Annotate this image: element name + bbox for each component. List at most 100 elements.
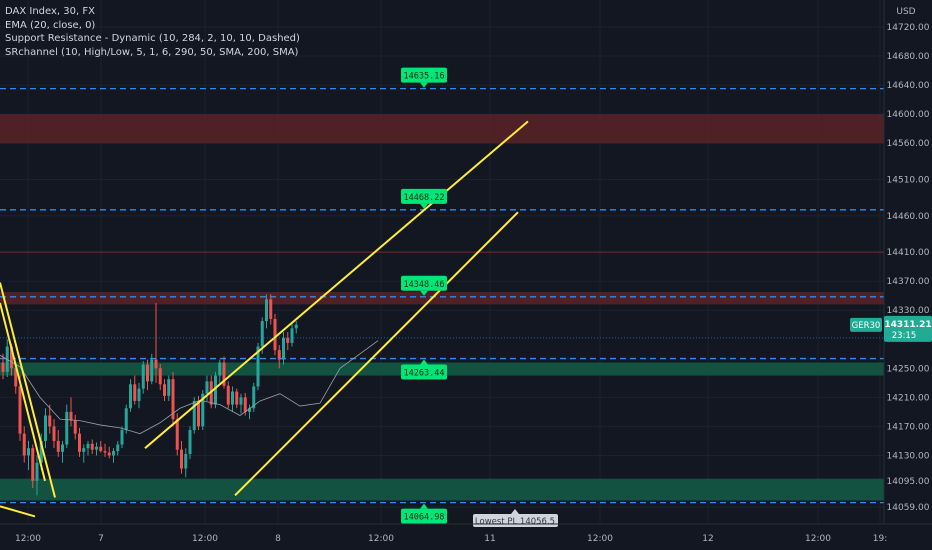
- lowest-pl-label: Lowest PL 14056.5: [475, 517, 555, 527]
- price-tick-label: 14680.00: [887, 52, 930, 62]
- candle-body: [180, 449, 183, 469]
- candle-body: [294, 324, 298, 329]
- ema-path: [0, 340, 379, 435]
- resistance-zone: [0, 114, 884, 144]
- candle-body: [82, 448, 86, 452]
- candle-body: [239, 397, 243, 405]
- level-tag: 14263.44: [401, 359, 447, 380]
- candle-body: [95, 446, 98, 450]
- price-tick-label: 14130.00: [887, 451, 930, 461]
- candle-body: [222, 362, 226, 386]
- candle-body: [44, 415, 47, 441]
- level-tag: 14635.16: [401, 67, 447, 88]
- candle-body: [282, 337, 285, 360]
- level-tag-pointer: [420, 359, 428, 365]
- candle-body: [90, 443, 94, 450]
- candle-body: [243, 397, 247, 412]
- level-tag-pointer: [420, 290, 428, 296]
- candle-body: [120, 430, 124, 445]
- level-tag-box: [401, 364, 447, 380]
- candle-body: [73, 420, 77, 434]
- candle-body: [277, 350, 281, 360]
- candle-body: [146, 364, 149, 382]
- level-tag-box: [401, 67, 447, 83]
- level-tag: 14348.46: [401, 275, 447, 296]
- time-tick-label: 11: [484, 534, 495, 544]
- candle-body: [192, 400, 196, 431]
- price-tick-label: 14330.00: [887, 306, 930, 316]
- trend-line[interactable]: [234, 211, 519, 497]
- countdown-label: 23:15: [892, 331, 917, 341]
- candle-body: [141, 364, 145, 389]
- price-axis[interactable]: USD 14720.00 14680.00 14640.00 14600.00 14560…: [883, 0, 932, 550]
- level-tag-label: 14263.44: [404, 369, 445, 379]
- trend-line[interactable]: [144, 120, 529, 449]
- price-tick-label: 14059.00: [887, 503, 930, 513]
- candle-body: [116, 444, 120, 452]
- price-tick-label: 14210.00: [887, 393, 930, 403]
- candle-body: [78, 433, 81, 452]
- candle-body: [137, 388, 141, 401]
- level-tag-box: [401, 275, 447, 291]
- candle-body: [18, 386, 22, 434]
- sr-zones: [0, 114, 884, 501]
- legend-srchannel[interactable]: SRchannel (10, High/Low, 5, 1, 6, 290, 5…: [5, 46, 299, 58]
- candle-body: [209, 381, 213, 405]
- price-tick-label: 14560.00: [887, 139, 930, 149]
- candle-body: [129, 384, 132, 409]
- candle-body: [184, 453, 188, 469]
- candle-body: [218, 362, 222, 376]
- symbol-badge: [850, 317, 882, 332]
- candle-body: [167, 379, 171, 396]
- price-tick-label: 14510.00: [887, 175, 930, 185]
- candle-body: [52, 426, 56, 441]
- candle-body: [226, 385, 230, 405]
- candle-body: [214, 375, 217, 405]
- price-tick-label: 14170.00: [887, 422, 930, 432]
- current-price-label: 14311.21: [884, 320, 931, 330]
- time-tick-label: 12:00: [587, 534, 613, 544]
- channel-lines[interactable]: [0, 120, 529, 518]
- level-tag-box: [401, 508, 447, 524]
- time-tick-label: 7: [98, 534, 104, 544]
- candlesticks: [1, 294, 298, 496]
- candle-body: [260, 321, 264, 347]
- level-tag-pointer: [420, 203, 428, 209]
- candle-body: [39, 440, 43, 463]
- legend-ema[interactable]: EMA (20, close, 0): [5, 19, 96, 31]
- candle-body: [69, 411, 73, 421]
- candle-body: [252, 386, 256, 409]
- trend-line[interactable]: [0, 505, 36, 518]
- legend-sr[interactable]: Support Resistance - Dynamic (10, 284, 2…: [5, 33, 300, 44]
- candle-body: [188, 430, 192, 454]
- trend-line[interactable]: [0, 282, 56, 498]
- time-axis[interactable]: 12:00 7 12:00 8 12:00 11 12:00 12 12:00 19:: [0, 523, 932, 544]
- time-tick-label: 12:00: [192, 534, 218, 544]
- candle-body: [86, 443, 90, 449]
- candle-body: [154, 359, 158, 369]
- level-tag-pointer: [420, 82, 428, 88]
- candle-body: [107, 452, 111, 456]
- candle-body: [286, 337, 290, 343]
- candle-body: [22, 433, 26, 456]
- candle-body: [171, 379, 175, 420]
- candle-body: [290, 328, 294, 343]
- trend-line[interactable]: [0, 302, 46, 482]
- level-tag-label: 14468.22: [404, 193, 445, 203]
- currency-label: USD: [896, 7, 915, 17]
- price-tick-label: 14460.00: [887, 212, 930, 222]
- candle-body: [124, 408, 128, 431]
- candle-body: [273, 318, 277, 351]
- candle-body: [133, 384, 137, 401]
- candle-body: [205, 381, 209, 394]
- candle-body: [163, 384, 166, 396]
- candle-body: [248, 408, 251, 412]
- price-tick-label: 14410.00: [887, 248, 930, 258]
- candle-body: [61, 444, 64, 452]
- legend-symbol[interactable]: DAX Index, 30, FX: [5, 6, 95, 17]
- candle-body: [197, 400, 200, 427]
- candle-body: [14, 368, 18, 387]
- time-tick-label: 8: [275, 534, 281, 544]
